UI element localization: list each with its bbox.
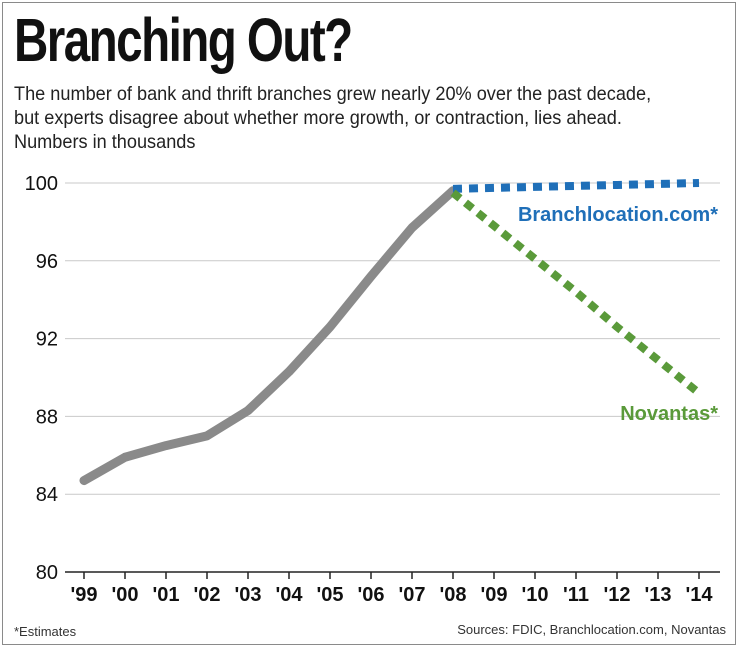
x-tick-label: '12 xyxy=(603,584,630,606)
y-tick-label: 100 xyxy=(25,173,58,195)
x-tick-label: '06 xyxy=(357,584,384,606)
footnote: *Estimates xyxy=(14,624,77,639)
x-tick-label: '07 xyxy=(398,584,425,606)
series-line-actual xyxy=(79,186,458,486)
y-tick-label: 84 xyxy=(36,484,58,506)
x-tick-label: '03 xyxy=(234,584,261,606)
sources-note: Sources: FDIC, Branchlocation.com, Novan… xyxy=(457,622,726,637)
series-line-novantas xyxy=(450,189,702,397)
y-tick-label: 80 xyxy=(36,562,58,584)
y-tick-label: 92 xyxy=(36,329,58,351)
x-tick-label: '09 xyxy=(480,584,507,606)
y-tick-label: 96 xyxy=(36,251,58,273)
series-label-novantas: Novantas* xyxy=(620,403,718,425)
series-line-branchlocation xyxy=(452,179,700,193)
x-tick-label: '08 xyxy=(439,584,466,606)
x-tick-label: '11 xyxy=(563,584,589,606)
x-tick-label: '01 xyxy=(152,584,179,606)
y-tick-label: 88 xyxy=(36,406,58,428)
x-tick-label: '05 xyxy=(316,584,343,606)
x-tick-label: '14 xyxy=(685,584,713,606)
x-tick-label: '04 xyxy=(275,584,303,606)
chart-subtitle: The number of bank and thrift branches g… xyxy=(14,83,652,153)
x-tick-label: '13 xyxy=(644,584,671,606)
x-tick-label: '10 xyxy=(521,584,548,606)
x-tick-label: '99 xyxy=(70,584,97,606)
chart-title: Branching Out? xyxy=(14,6,353,74)
series-label-branchlocation: Branchlocation.com* xyxy=(518,204,718,226)
x-tick-label: '02 xyxy=(193,584,220,606)
x-tick-label: '00 xyxy=(111,584,138,606)
